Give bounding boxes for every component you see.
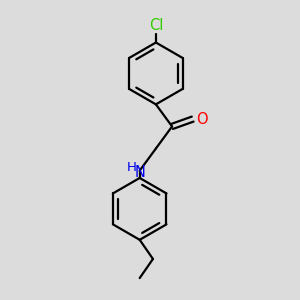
Text: H: H <box>127 161 136 174</box>
Text: Cl: Cl <box>149 18 163 33</box>
Text: O: O <box>196 112 208 127</box>
Text: N: N <box>135 166 146 181</box>
